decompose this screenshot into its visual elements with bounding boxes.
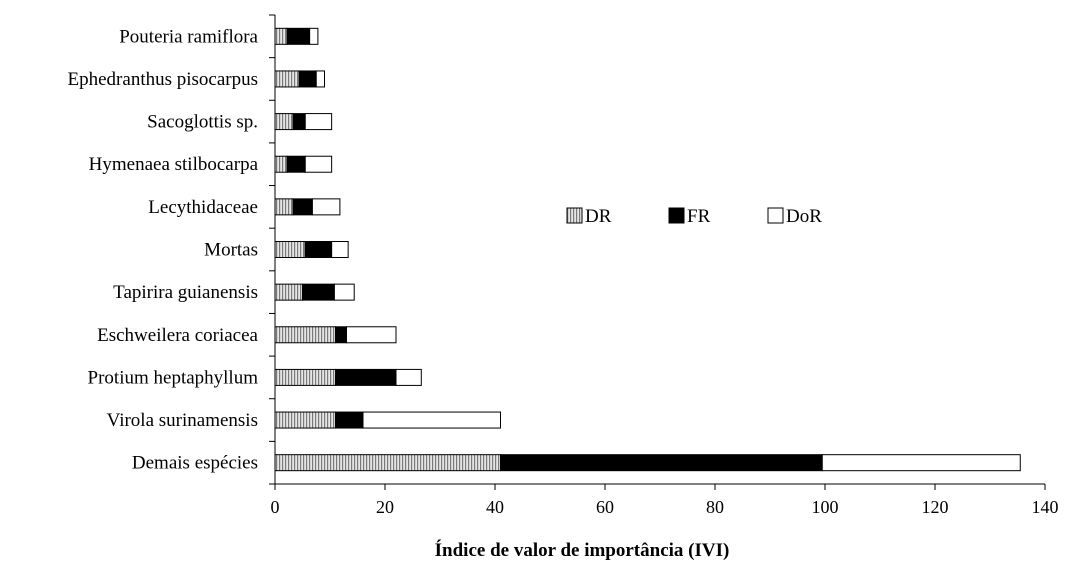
bar-segment-dor	[821, 454, 1021, 472]
bar-segment-dor	[331, 241, 349, 258]
category-label: Tapirira guianensis	[113, 282, 258, 303]
x-tick-label: 0	[271, 497, 280, 517]
x-tick-label: 100	[812, 497, 839, 517]
category-label: Protium heptaphyllum	[88, 367, 259, 388]
bar-segment-fr	[500, 454, 823, 472]
x-tick-label: 80	[706, 497, 724, 517]
bar-segment-dr	[274, 454, 501, 472]
bar-segment-dor	[346, 326, 397, 344]
bar-segment-dor	[311, 198, 341, 216]
bar-segment-dor	[309, 27, 319, 45]
bar-segment-fr	[335, 326, 347, 344]
bar-segment-dor	[304, 113, 333, 131]
legend-label: DoR	[786, 206, 822, 227]
category-label: Sacoglottis sp.	[147, 112, 258, 133]
legend-label: FR	[687, 206, 711, 227]
bar-segment-dr	[274, 326, 336, 344]
legend-swatch	[767, 207, 784, 224]
category-label: Lecythidaceae	[148, 197, 258, 218]
x-tick-label: 40	[486, 497, 504, 517]
bar-segment-dr	[274, 198, 294, 216]
bar-segment-fr	[335, 411, 364, 429]
x-axis-title: Índice de valor de importância (IVI)	[435, 539, 730, 561]
category-labels: Pouteria ramiflora Ephedranthus pisocarpu…	[68, 26, 259, 473]
category-label: Pouteria ramiflora	[119, 26, 258, 47]
x-tick-label: 120	[922, 497, 949, 517]
x-tick-label: 140	[1032, 497, 1059, 517]
bar-segment-dr	[274, 113, 294, 131]
bar-segment-dor	[362, 411, 501, 429]
bars	[274, 27, 1021, 472]
legend-swatch	[566, 207, 583, 224]
category-label: Virola surinamensis	[107, 410, 258, 431]
legend-label: DR	[585, 206, 612, 227]
legend-swatch	[668, 207, 685, 224]
bar-segment-dr	[274, 70, 300, 88]
bar-segment-dr	[274, 27, 288, 45]
bar-segment-fr	[292, 113, 306, 131]
bar-segment-dor	[333, 283, 355, 301]
bar-segment-dr	[274, 283, 303, 301]
bar-segment-fr	[286, 155, 306, 173]
bar-segment-fr	[335, 368, 397, 386]
legend-item-dr: DR	[566, 206, 612, 227]
bar-segment-fr	[292, 198, 313, 216]
legend: DR FR DoR	[566, 206, 822, 227]
bar-segment-fr	[286, 27, 311, 45]
category-label: Mortas	[204, 240, 258, 261]
bar-segment-dor	[395, 368, 422, 386]
x-tick-label: 60	[596, 497, 614, 517]
bar-segment-fr	[302, 283, 335, 301]
x-tick-labels: 0 20 40 60 80 100 120 140	[271, 497, 1059, 517]
bar-segment-fr	[298, 70, 317, 88]
category-label: Hymenaea stilbocarpa	[89, 154, 259, 175]
bar-segment-dr	[274, 155, 288, 173]
category-label: Demais espécies	[132, 453, 258, 474]
category-label: Eschweilera coriacea	[97, 325, 258, 346]
bar-segment-fr	[304, 241, 333, 258]
legend-item-fr: FR	[668, 206, 711, 227]
legend-item-dor: DoR	[767, 206, 822, 227]
bar-segment-dor	[315, 70, 325, 88]
x-tick-label: 20	[376, 497, 394, 517]
bar-segment-dr	[274, 241, 306, 258]
category-label: Ephedranthus pisocarpus	[68, 69, 258, 90]
bar-segment-dor	[304, 155, 333, 173]
bar-segment-dr	[274, 368, 336, 386]
bar-segment-dr	[274, 411, 336, 429]
